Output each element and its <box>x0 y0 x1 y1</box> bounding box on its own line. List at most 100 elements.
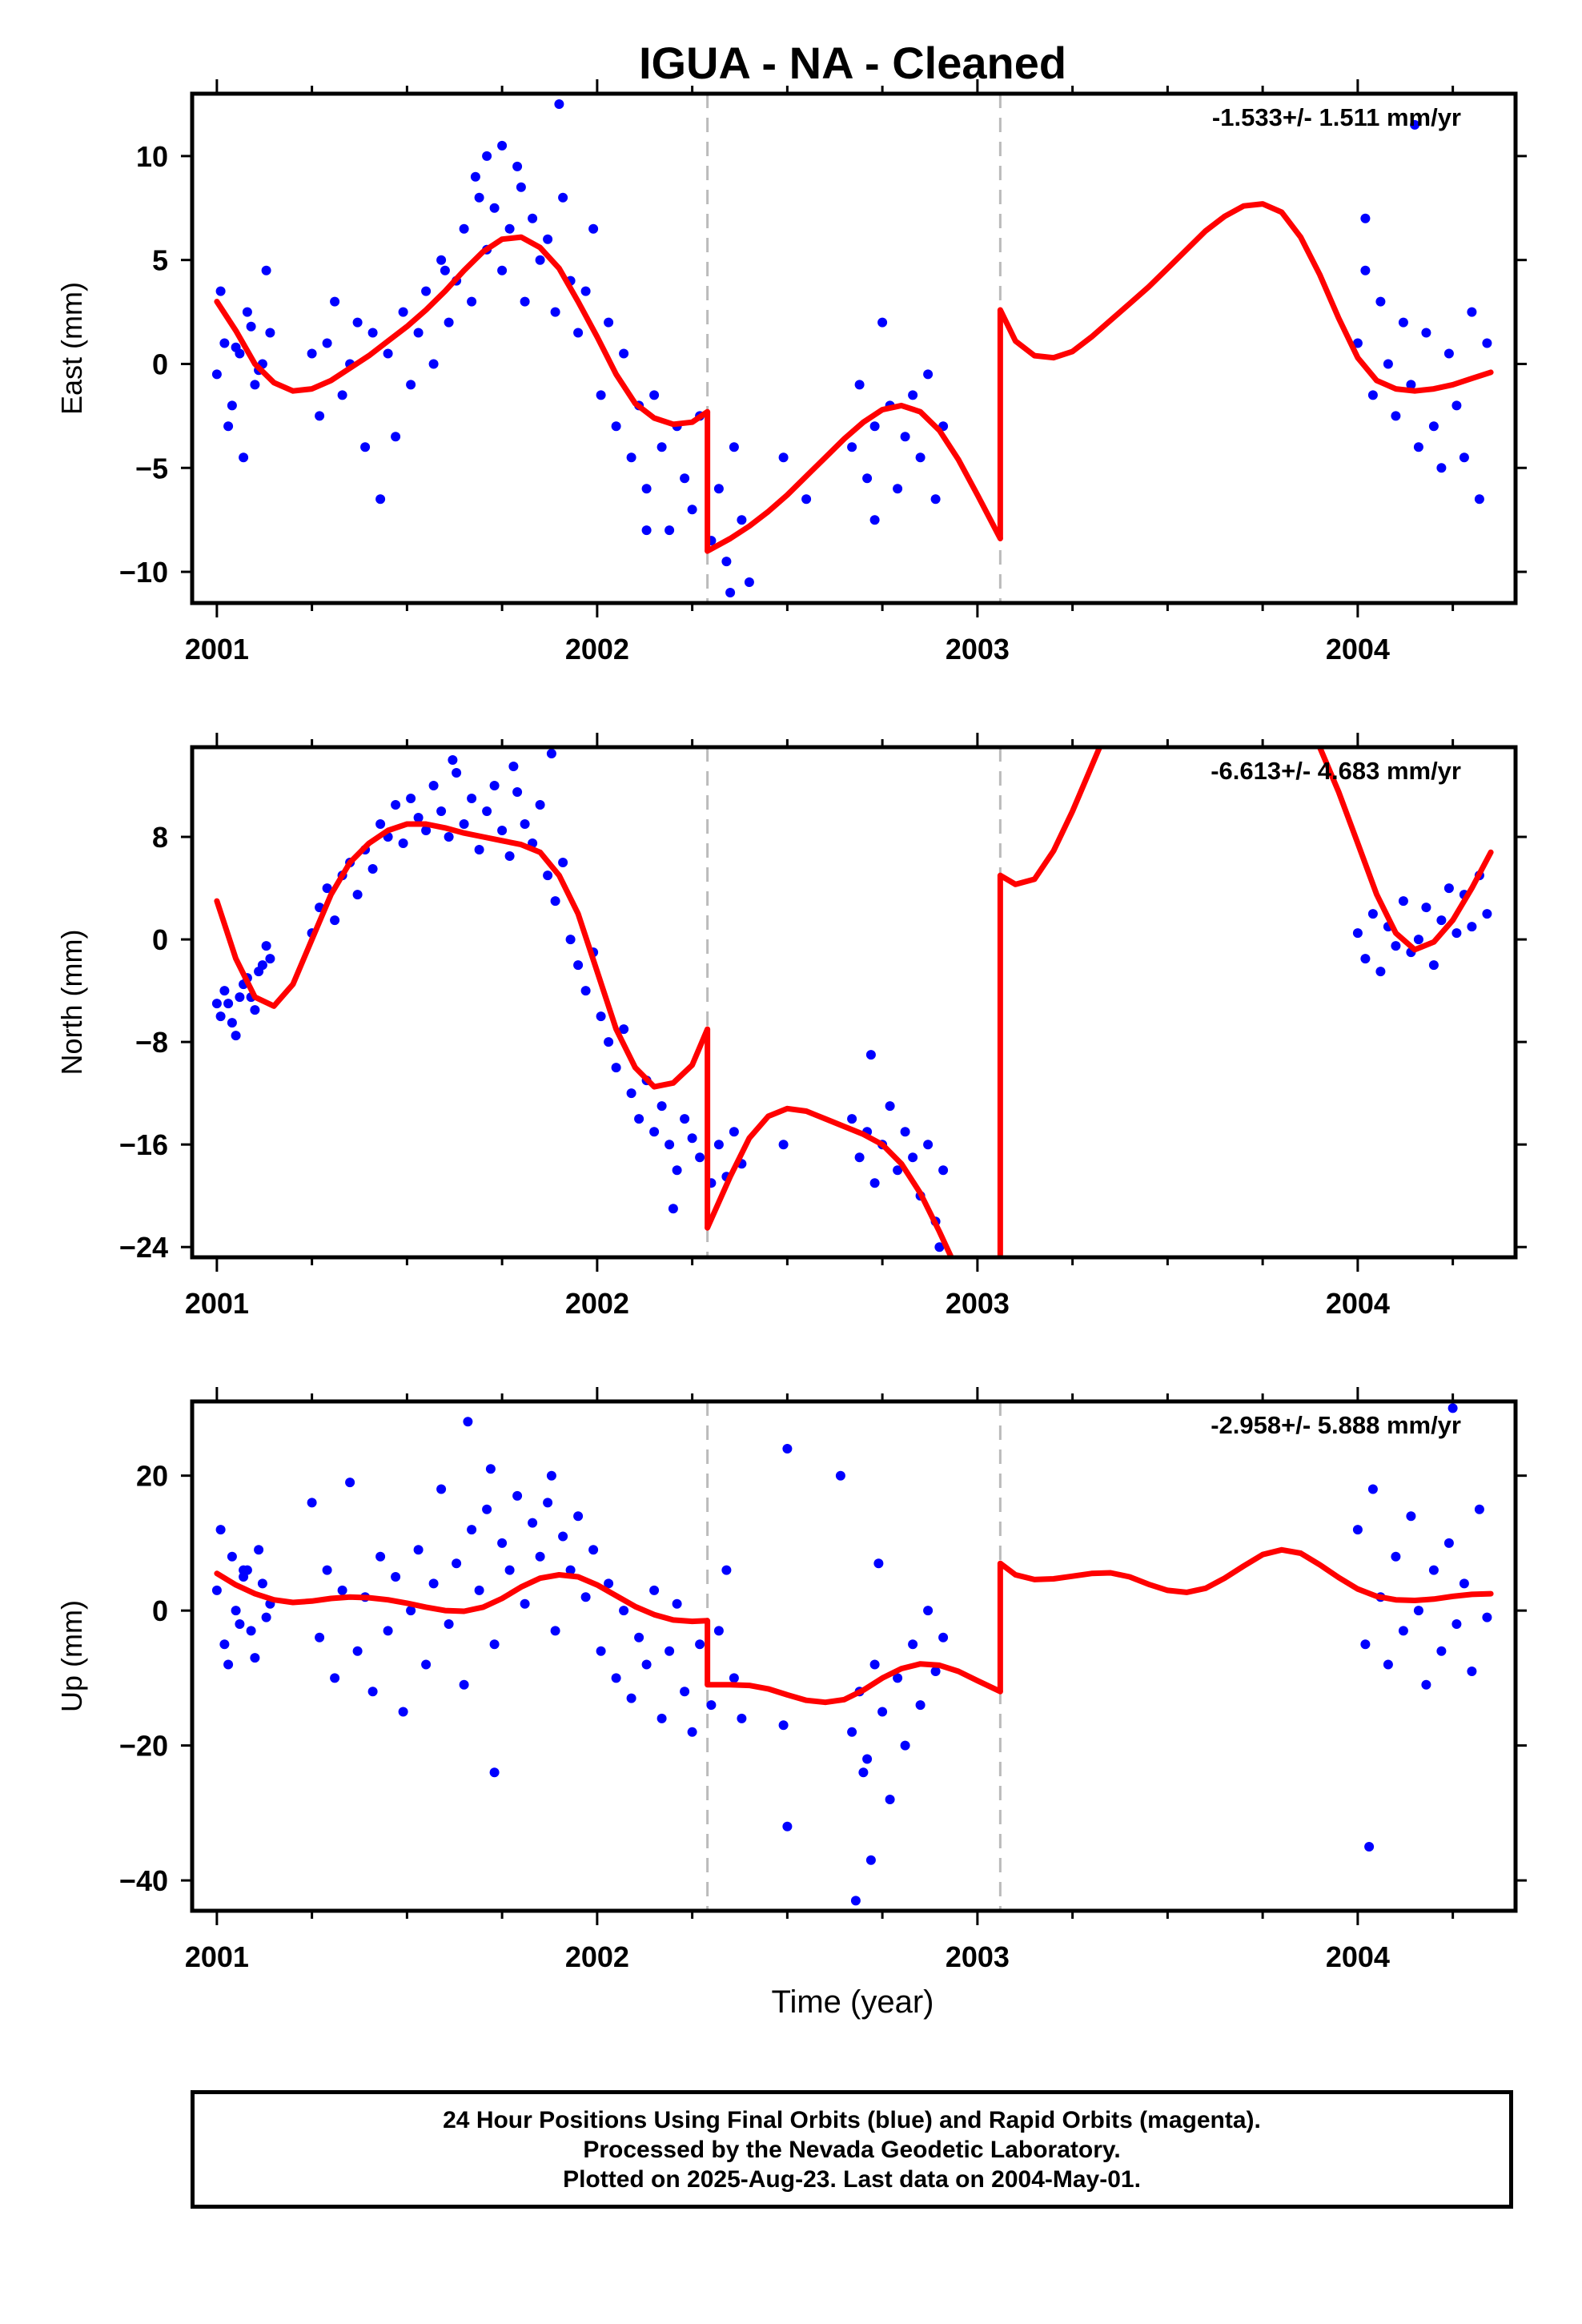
y-tick-label: −16 <box>119 1128 168 1161</box>
data-point <box>239 452 249 463</box>
data-point <box>235 1619 245 1629</box>
data-point <box>543 1498 553 1508</box>
data-point <box>215 286 226 296</box>
data-point <box>406 380 416 390</box>
data-point <box>489 203 500 213</box>
data-point <box>550 307 560 317</box>
data-point <box>1367 390 1378 400</box>
data-point <box>869 421 880 432</box>
model-segment <box>705 1105 955 1257</box>
data-point <box>1467 922 1477 932</box>
data-point <box>782 1821 793 1831</box>
data-point <box>611 1673 621 1683</box>
data-point <box>489 1767 500 1778</box>
data-point <box>1447 1403 1458 1413</box>
data-point <box>649 390 660 400</box>
data-point <box>900 432 910 442</box>
data-point <box>467 794 477 803</box>
data-point <box>573 1511 584 1522</box>
data-point <box>1428 421 1439 432</box>
data-point <box>1406 1511 1416 1522</box>
data-point <box>1467 1667 1477 1676</box>
data-point <box>250 1653 260 1663</box>
data-point <box>1421 903 1431 913</box>
data-point <box>215 1011 226 1022</box>
data-point <box>227 1551 237 1562</box>
data-point <box>367 864 378 874</box>
data-point <box>847 1727 857 1737</box>
data-point <box>239 1572 249 1582</box>
data-point <box>1352 1525 1363 1535</box>
data-point <box>1474 1504 1484 1514</box>
data-point <box>737 515 747 525</box>
data-point <box>528 1518 538 1528</box>
model-segment <box>997 201 1494 394</box>
data-point <box>459 223 469 234</box>
data-points <box>211 1403 1492 1906</box>
panel-2: 2001 2002 2003 2004 8 0 −8 −16 −24 North (mm) -6.6… <box>55 733 1527 1320</box>
data-point <box>223 1659 234 1670</box>
data-point <box>885 1101 895 1112</box>
data-point <box>250 1005 260 1015</box>
data-point <box>668 1204 678 1214</box>
data-point <box>672 1598 682 1609</box>
y-tick-label: 8 <box>152 821 168 854</box>
data-point <box>550 896 560 907</box>
data-point <box>257 1578 267 1589</box>
data-point <box>854 1152 865 1163</box>
data-point <box>604 1037 614 1047</box>
x-tick-label: 2004 <box>1326 1287 1390 1320</box>
data-point <box>588 223 599 234</box>
data-point <box>375 494 386 505</box>
data-point <box>729 1673 739 1683</box>
data-point <box>729 1127 739 1137</box>
data-point <box>436 806 447 816</box>
data-point <box>588 1545 599 1555</box>
data-point <box>1413 1606 1423 1616</box>
data-point <box>470 171 480 182</box>
data-point <box>421 286 432 296</box>
data-point <box>219 1639 230 1650</box>
data-point <box>223 421 234 432</box>
data-point <box>497 265 508 275</box>
data-point <box>1413 442 1423 452</box>
data-point <box>893 1165 903 1176</box>
data-point <box>235 992 245 1003</box>
data-point <box>580 986 591 996</box>
data-point <box>1367 1484 1378 1494</box>
data-point <box>729 442 739 452</box>
data-point <box>459 1679 469 1690</box>
data-point <box>1436 463 1447 473</box>
data-point <box>1459 452 1469 463</box>
data-point <box>254 1545 264 1555</box>
data-point <box>265 954 275 964</box>
data-point <box>680 473 690 484</box>
data-point <box>634 1632 644 1642</box>
model-segment <box>997 747 1103 887</box>
data-point <box>596 390 606 400</box>
data-point <box>737 1713 747 1723</box>
data-point <box>444 317 454 328</box>
data-point <box>322 338 332 348</box>
data-point <box>725 588 736 597</box>
data-point <box>485 1464 496 1474</box>
data-point <box>528 213 538 223</box>
data-point <box>908 1639 918 1650</box>
y-tick-label: −5 <box>135 452 168 485</box>
model-segment <box>214 1570 711 1625</box>
rate-annotation: -2.958+/- 5.888 mm/yr <box>1211 1411 1461 1439</box>
data-point <box>497 140 508 151</box>
data-point <box>474 1585 484 1595</box>
data-point <box>649 1585 660 1595</box>
y-axis-label: Up (mm) <box>55 1600 88 1712</box>
data-point <box>687 1133 697 1144</box>
data-point <box>687 1727 697 1737</box>
data-point <box>847 442 857 452</box>
y-tick-label: 5 <box>152 244 168 277</box>
data-point <box>413 1545 424 1555</box>
data-point <box>322 1565 332 1575</box>
data-point <box>322 883 332 894</box>
y-tick-label: 0 <box>152 1594 168 1627</box>
data-point <box>558 1531 568 1542</box>
data-point <box>900 1127 910 1137</box>
